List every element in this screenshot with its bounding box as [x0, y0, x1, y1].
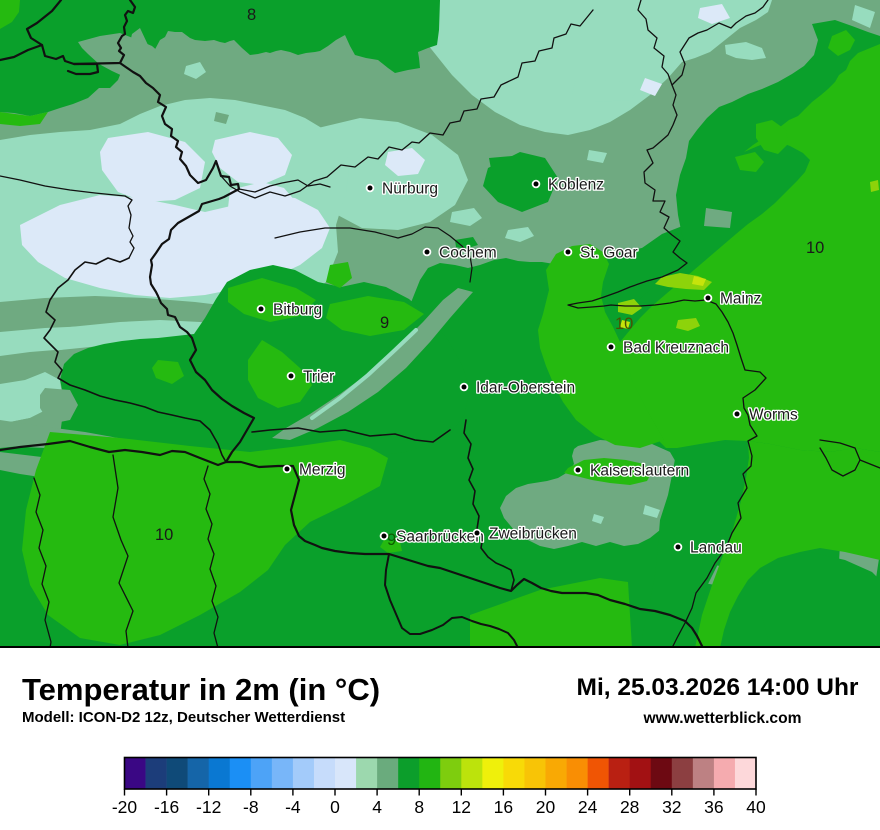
svg-text:36: 36 [704, 797, 723, 817]
svg-text:20: 20 [536, 797, 556, 817]
svg-text:Kaiserslautern: Kaiserslautern [590, 463, 689, 480]
svg-text:9: 9 [380, 314, 389, 332]
svg-text:Saarbrücken: Saarbrücken [396, 529, 484, 546]
svg-text:10: 10 [806, 239, 824, 257]
svg-text:Cochem: Cochem [439, 245, 497, 262]
svg-text:Mainz: Mainz [720, 291, 761, 308]
svg-text:8: 8 [414, 797, 424, 817]
svg-text:Trier: Trier [303, 369, 334, 386]
svg-text:10: 10 [155, 526, 173, 544]
svg-text:-16: -16 [154, 797, 179, 817]
svg-text:32: 32 [662, 797, 681, 817]
svg-text:10: 10 [615, 315, 633, 333]
svg-text:Bad Kreuznach: Bad Kreuznach [623, 340, 729, 357]
svg-text:Idar-Oberstein: Idar-Oberstein [476, 380, 575, 397]
svg-text:12: 12 [452, 797, 471, 817]
svg-text:40: 40 [746, 797, 766, 817]
svg-text:Koblenz: Koblenz [548, 177, 604, 194]
svg-text:Landau: Landau [690, 540, 742, 557]
svg-text:Nürburg: Nürburg [382, 181, 438, 198]
svg-text:-8: -8 [243, 797, 259, 817]
svg-text:4: 4 [372, 797, 382, 817]
svg-text:Bitburg: Bitburg [273, 302, 322, 319]
svg-text:Zweibrücken: Zweibrücken [489, 526, 577, 543]
svg-text:16: 16 [494, 797, 513, 817]
svg-text:28: 28 [620, 797, 639, 817]
svg-text:-4: -4 [285, 797, 301, 817]
svg-text:-20: -20 [112, 797, 138, 817]
svg-text:-12: -12 [196, 797, 221, 817]
svg-text:9: 9 [387, 531, 396, 549]
svg-text:Merzig: Merzig [299, 462, 346, 479]
svg-text:0: 0 [330, 797, 340, 817]
svg-text:24: 24 [578, 797, 598, 817]
svg-text:St. Goar: St. Goar [580, 245, 638, 262]
svg-text:8: 8 [247, 6, 256, 24]
svg-text:Worms: Worms [749, 407, 798, 424]
